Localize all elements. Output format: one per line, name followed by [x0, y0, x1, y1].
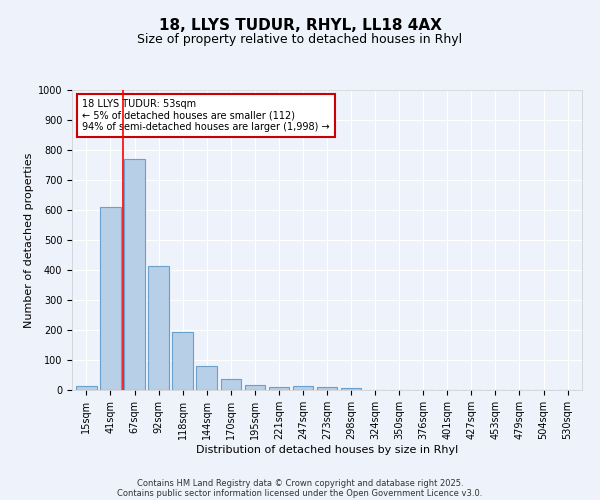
- Text: Size of property relative to detached houses in Rhyl: Size of property relative to detached ho…: [137, 32, 463, 46]
- Bar: [172, 332, 193, 390]
- Text: 18, LLYS TUDUR, RHYL, LL18 4AX: 18, LLYS TUDUR, RHYL, LL18 4AX: [158, 18, 442, 32]
- Bar: [100, 207, 121, 390]
- Y-axis label: Number of detached properties: Number of detached properties: [23, 152, 34, 328]
- Bar: [148, 266, 169, 390]
- Bar: [124, 159, 145, 390]
- Text: 18 LLYS TUDUR: 53sqm
← 5% of detached houses are smaller (112)
94% of semi-detac: 18 LLYS TUDUR: 53sqm ← 5% of detached ho…: [82, 99, 330, 132]
- Text: Contains public sector information licensed under the Open Government Licence v3: Contains public sector information licen…: [118, 488, 482, 498]
- Bar: [293, 386, 313, 390]
- Bar: [196, 366, 217, 390]
- Text: Contains HM Land Registry data © Crown copyright and database right 2025.: Contains HM Land Registry data © Crown c…: [137, 478, 463, 488]
- Bar: [76, 386, 97, 390]
- Bar: [341, 388, 361, 390]
- Bar: [245, 384, 265, 390]
- Bar: [317, 387, 337, 390]
- Bar: [269, 387, 289, 390]
- X-axis label: Distribution of detached houses by size in Rhyl: Distribution of detached houses by size …: [196, 444, 458, 454]
- Bar: [221, 378, 241, 390]
